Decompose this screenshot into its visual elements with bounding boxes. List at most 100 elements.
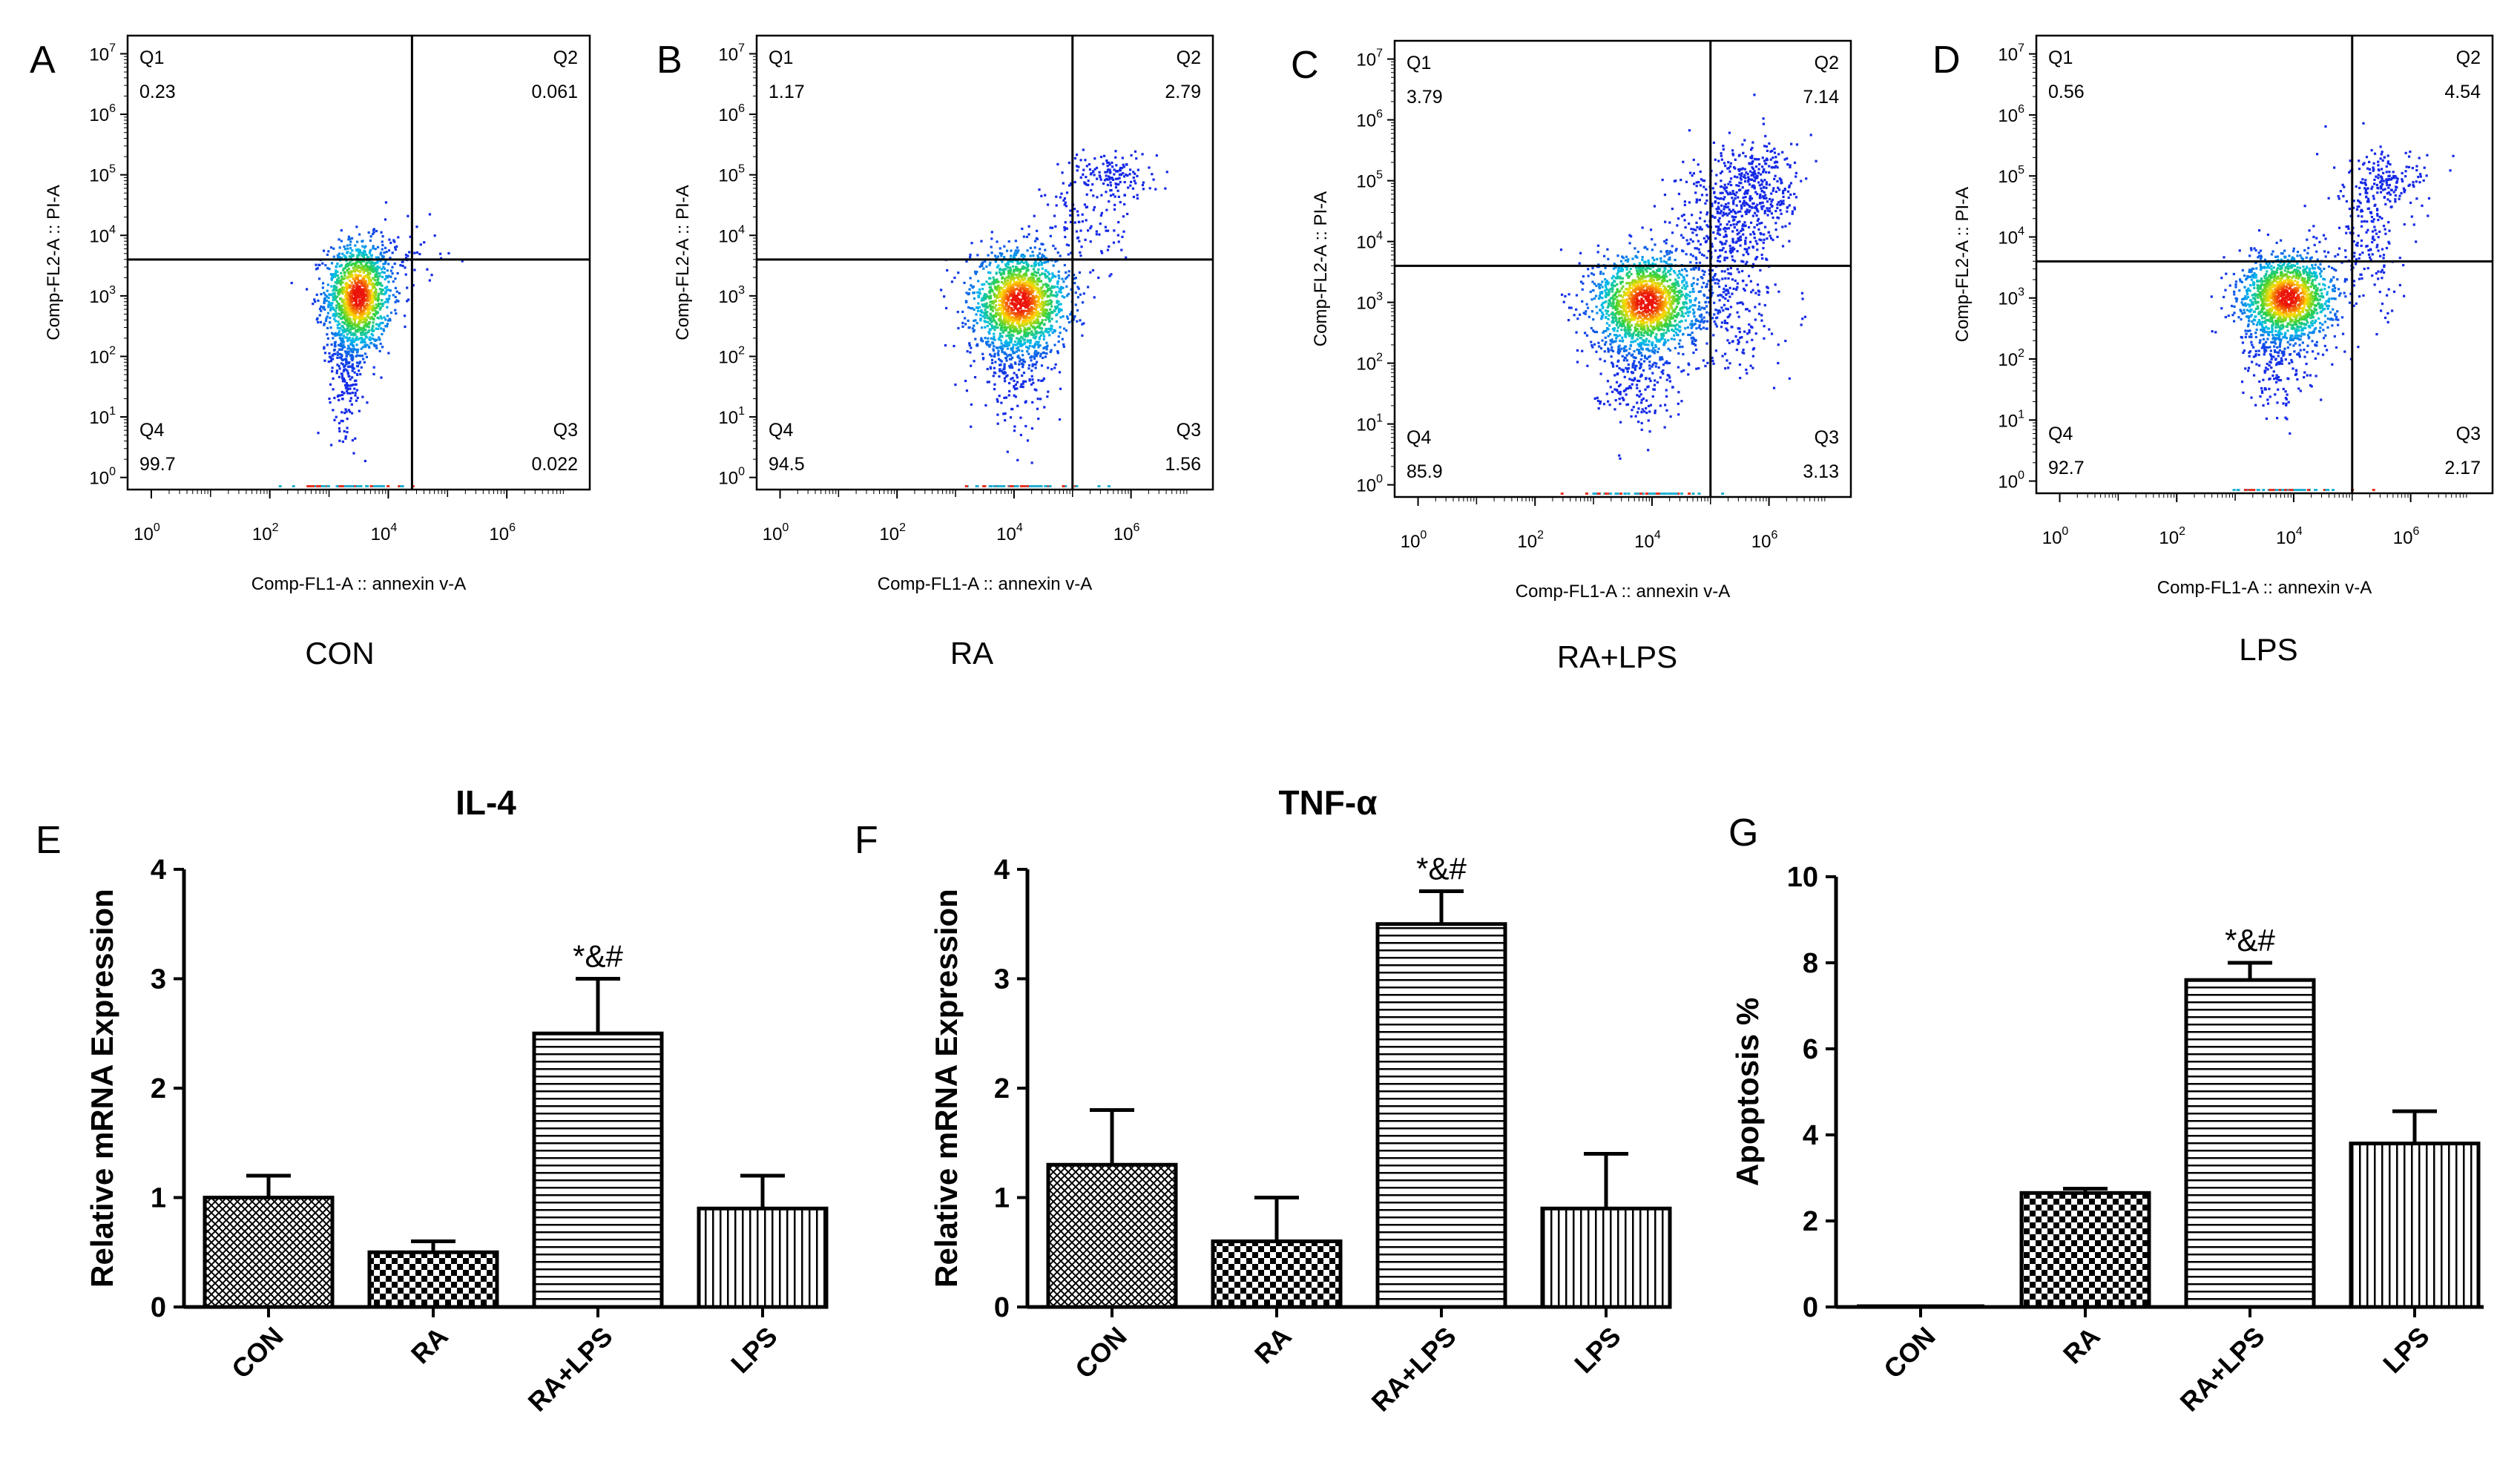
event-dot — [1576, 317, 1579, 320]
event-dot — [378, 288, 381, 291]
event-dot — [1614, 266, 1617, 269]
event-dot — [1062, 280, 1065, 283]
event-dot — [1042, 314, 1045, 317]
event-dot — [382, 328, 385, 331]
event-dot — [347, 268, 350, 271]
event-dot — [1010, 292, 1014, 295]
event-dot — [1017, 322, 1020, 325]
event-dot — [1624, 326, 1627, 329]
event-dot — [1636, 299, 1639, 302]
event-dot — [352, 355, 355, 358]
event-dot — [1059, 316, 1062, 319]
event-dot — [1011, 348, 1014, 351]
event-dot — [1010, 312, 1013, 315]
event-dot — [337, 281, 340, 285]
event-dot — [1016, 328, 1019, 331]
event-dot — [363, 338, 366, 341]
event-dot — [368, 303, 371, 306]
event-dot — [367, 282, 371, 285]
event-dot — [366, 283, 369, 286]
event-dot — [1033, 286, 1036, 289]
event-dot — [388, 238, 391, 241]
event-dot — [338, 289, 341, 292]
event-dot — [1033, 297, 1036, 300]
event-dot — [1057, 303, 1060, 306]
event-dot — [346, 352, 349, 355]
event-dot — [1065, 191, 1069, 194]
event-dot — [993, 329, 996, 332]
event-dot — [350, 383, 353, 387]
event-dot — [973, 324, 976, 327]
event-dot — [323, 322, 326, 325]
event-dot — [1599, 309, 1602, 312]
event-dot — [1053, 343, 1056, 346]
event-dot — [1030, 355, 1033, 358]
event-dot — [970, 346, 973, 349]
event-dot — [1082, 148, 1085, 151]
event-dot — [1652, 294, 1656, 297]
event-dot — [1114, 156, 1117, 159]
event-dot — [343, 317, 347, 321]
event-dot — [1009, 353, 1012, 357]
event-dot — [366, 312, 369, 315]
event-dot — [1659, 313, 1662, 316]
event-dot — [1648, 300, 1651, 303]
event-dot — [1006, 355, 1009, 358]
event-dot — [1067, 274, 1070, 277]
y-tick-label: 106 — [89, 102, 116, 125]
event-dot — [341, 281, 344, 284]
event-dot — [1007, 310, 1010, 313]
event-dot — [334, 332, 337, 335]
event-dot — [1006, 326, 1009, 329]
event-dot — [354, 270, 357, 273]
event-dot — [344, 368, 347, 371]
event-dot — [318, 263, 321, 266]
event-dot — [384, 246, 387, 249]
event-dot — [1019, 305, 1022, 308]
event-dot — [1642, 302, 1645, 305]
event-dot — [978, 265, 981, 269]
event-dot — [1642, 310, 1645, 313]
event-dot — [1012, 257, 1015, 260]
event-dot — [348, 302, 351, 305]
event-dot — [1099, 155, 1103, 159]
event-dot — [1622, 369, 1625, 372]
event-dot — [346, 324, 349, 327]
event-dot — [356, 396, 359, 400]
event-dot — [1056, 162, 1059, 166]
event-dot — [987, 271, 990, 274]
event-dot — [1619, 275, 1622, 278]
quadrant-value-q3: 1.56 — [1165, 454, 1201, 475]
event-dot — [351, 485, 355, 487]
event-dot — [361, 316, 363, 320]
event-dot — [355, 285, 359, 288]
event-dot — [1044, 283, 1047, 286]
event-dot — [1030, 485, 1034, 487]
event-dot — [343, 291, 346, 294]
event-dot — [358, 253, 361, 256]
event-dot — [1059, 326, 1062, 329]
event-dot — [366, 265, 369, 268]
event-dot — [407, 254, 409, 257]
event-dot — [1633, 282, 1636, 285]
event-dot — [1010, 290, 1014, 293]
event-dot — [343, 311, 346, 315]
event-dot — [1013, 254, 1016, 257]
event-dot — [346, 307, 349, 310]
event-dot — [996, 240, 999, 243]
y-tick-label: 100 — [718, 466, 745, 489]
event-dot — [999, 335, 1001, 337]
event-dot — [1039, 287, 1042, 290]
event-dot — [1104, 171, 1107, 174]
event-dot — [1111, 177, 1113, 180]
event-dot — [1004, 352, 1007, 355]
event-dot — [322, 249, 326, 252]
event-dot — [341, 390, 343, 394]
event-dot — [1152, 178, 1155, 181]
event-dot — [395, 290, 398, 293]
event-dot — [1109, 194, 1113, 197]
event-dot — [1012, 346, 1015, 349]
event-dot — [312, 303, 315, 306]
x-tick-label: 106 — [489, 521, 516, 544]
event-dot — [1108, 178, 1111, 181]
